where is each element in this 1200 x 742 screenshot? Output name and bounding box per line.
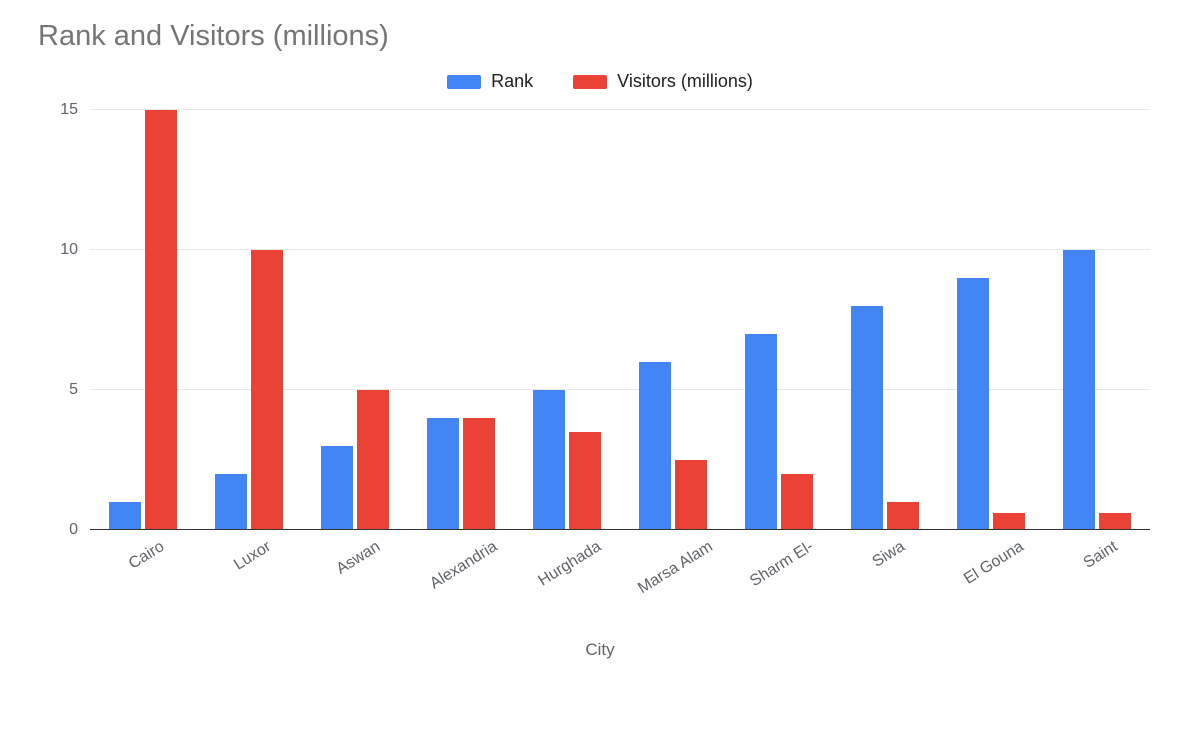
bar bbox=[215, 474, 247, 530]
bar bbox=[145, 110, 177, 530]
legend-item: Rank bbox=[447, 71, 533, 92]
bar bbox=[463, 418, 495, 530]
x-tick-label: Sharm El- bbox=[747, 538, 817, 591]
x-tick-label: Alexandria bbox=[427, 538, 501, 593]
legend: Rank Visitors (millions) bbox=[30, 71, 1170, 92]
bar bbox=[1099, 513, 1131, 530]
x-label-slot: El Gouna bbox=[938, 530, 1044, 620]
category-group bbox=[620, 110, 726, 530]
x-tick-label: Hurghada bbox=[536, 538, 605, 591]
category-group bbox=[832, 110, 938, 530]
x-tick-label: Luxor bbox=[231, 538, 274, 574]
bar bbox=[569, 432, 601, 530]
y-tick-label: 5 bbox=[69, 381, 90, 399]
x-tick-label: Aswan bbox=[333, 538, 383, 579]
x-label-slot: Luxor bbox=[196, 530, 302, 620]
bar bbox=[533, 390, 565, 530]
x-tick-label: Saint bbox=[1081, 538, 1121, 573]
category-group bbox=[196, 110, 302, 530]
bar bbox=[887, 502, 919, 530]
legend-swatch bbox=[573, 75, 607, 89]
bar bbox=[109, 502, 141, 530]
bar bbox=[851, 306, 883, 530]
legend-label: Rank bbox=[491, 71, 533, 92]
x-label-slot: Sharm El- bbox=[726, 530, 832, 620]
x-label-slot: Saint bbox=[1044, 530, 1150, 620]
x-axis-labels: Cairo Luxor Aswan Alexandria Hurghada Marsa A… bbox=[90, 530, 1150, 620]
bar bbox=[357, 390, 389, 530]
x-label-slot: Alexandria bbox=[408, 530, 514, 620]
y-tick-label: 15 bbox=[60, 101, 90, 119]
category-group bbox=[302, 110, 408, 530]
bar bbox=[1063, 250, 1095, 530]
category-group bbox=[90, 110, 196, 530]
category-group bbox=[514, 110, 620, 530]
chart-title: Rank and Visitors (millions) bbox=[38, 20, 1170, 53]
bar bbox=[639, 362, 671, 530]
x-tick-label: Siwa bbox=[869, 538, 908, 572]
bar bbox=[427, 418, 459, 530]
category-group bbox=[726, 110, 832, 530]
x-tick-label: El Gouna bbox=[961, 538, 1027, 589]
category-group bbox=[938, 110, 1044, 530]
bar bbox=[745, 334, 777, 530]
chart-container: Rank and Visitors (millions) Rank Visitor… bbox=[0, 0, 1200, 742]
y-tick-label: 10 bbox=[60, 241, 90, 259]
bar bbox=[251, 250, 283, 530]
y-tick-label: 0 bbox=[69, 521, 90, 539]
legend-label: Visitors (millions) bbox=[617, 71, 753, 92]
x-label-slot: Siwa bbox=[832, 530, 938, 620]
category-group bbox=[1044, 110, 1150, 530]
bar bbox=[957, 278, 989, 530]
x-label-slot: Aswan bbox=[302, 530, 408, 620]
x-label-slot: Hurghada bbox=[514, 530, 620, 620]
x-tick-label: Marsa Alam bbox=[635, 538, 716, 598]
bar bbox=[993, 513, 1025, 530]
bars-group bbox=[90, 110, 1150, 530]
legend-swatch bbox=[447, 75, 481, 89]
category-group bbox=[408, 110, 514, 530]
plot-area: 051015 bbox=[90, 110, 1150, 530]
legend-item: Visitors (millions) bbox=[573, 71, 753, 92]
x-label-slot: Marsa Alam bbox=[620, 530, 726, 620]
bar bbox=[321, 446, 353, 530]
x-axis-title: City bbox=[30, 640, 1170, 660]
x-tick-label: Cairo bbox=[126, 538, 168, 574]
bar bbox=[675, 460, 707, 530]
x-label-slot: Cairo bbox=[90, 530, 196, 620]
bar bbox=[781, 474, 813, 530]
